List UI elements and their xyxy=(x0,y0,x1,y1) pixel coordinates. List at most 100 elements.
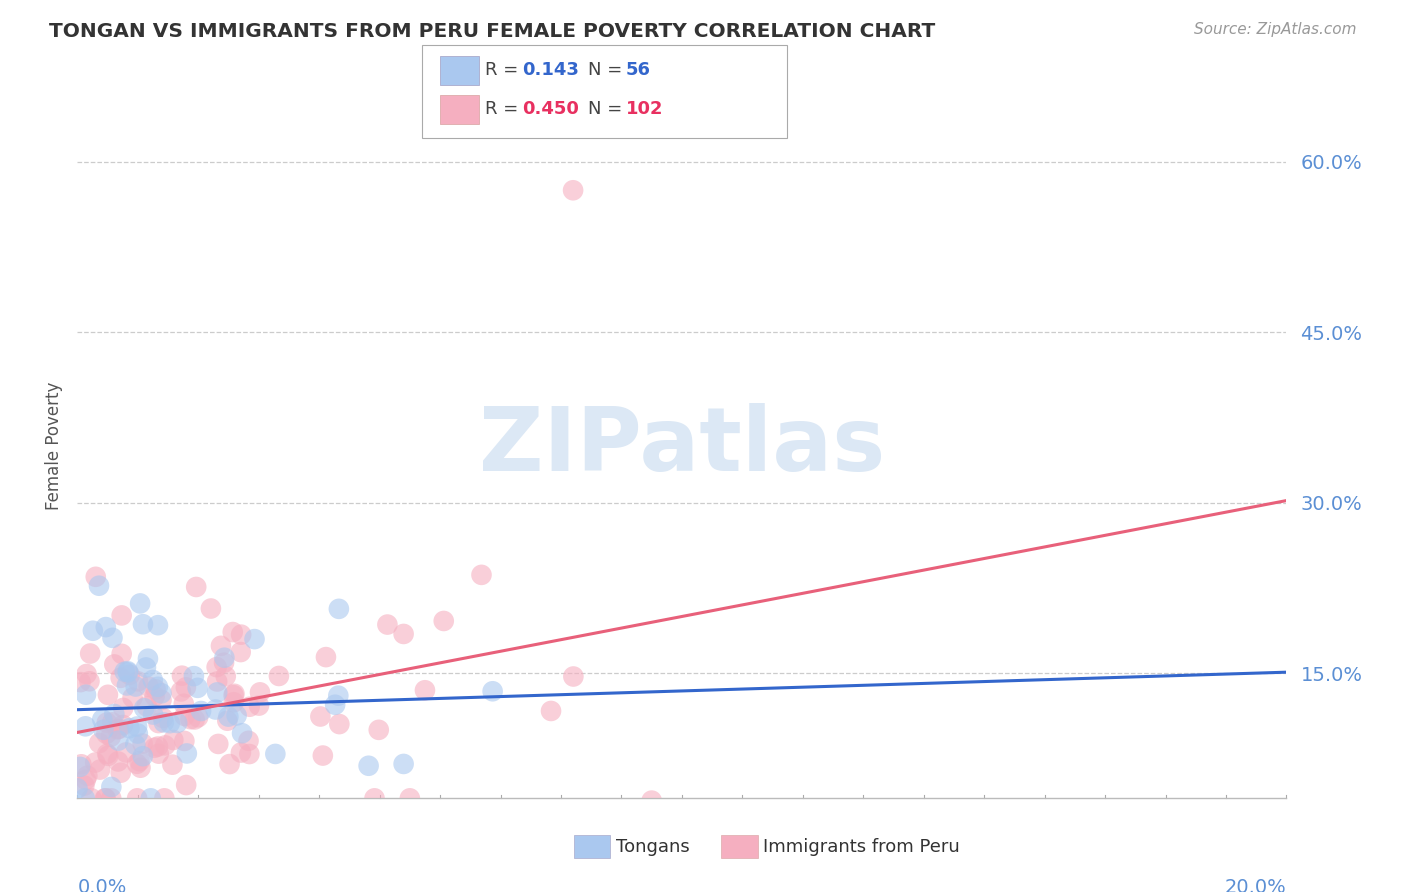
Point xyxy=(264,747,287,761)
Point xyxy=(100,791,122,805)
Point xyxy=(135,699,157,714)
Text: 56: 56 xyxy=(626,61,651,78)
Point xyxy=(309,709,332,723)
Point xyxy=(238,747,260,761)
Point xyxy=(142,707,165,722)
Point xyxy=(94,620,117,634)
Point xyxy=(69,675,91,690)
Point xyxy=(229,645,252,659)
Point xyxy=(183,669,205,683)
Text: TONGAN VS IMMIGRANTS FROM PERU FEMALE POVERTY CORRELATION CHART: TONGAN VS IMMIGRANTS FROM PERU FEMALE PO… xyxy=(49,22,935,41)
Point xyxy=(101,715,124,730)
Point xyxy=(94,791,117,805)
Point xyxy=(323,698,346,712)
Point xyxy=(328,717,350,731)
Point xyxy=(205,674,228,689)
Point xyxy=(207,737,229,751)
Point xyxy=(187,710,209,724)
Point xyxy=(214,650,236,665)
Point xyxy=(162,733,184,747)
Point xyxy=(238,734,260,748)
Point xyxy=(215,669,238,683)
Point xyxy=(229,746,252,760)
Point xyxy=(103,657,125,672)
Text: 0.143: 0.143 xyxy=(522,61,578,78)
Point xyxy=(222,695,245,709)
Point xyxy=(87,579,110,593)
Point xyxy=(155,739,177,753)
Y-axis label: Female Poverty: Female Poverty xyxy=(45,382,63,510)
Point xyxy=(166,716,188,731)
Point xyxy=(127,791,149,805)
Point xyxy=(209,639,232,653)
Point xyxy=(118,721,141,735)
Point xyxy=(218,757,240,772)
Point xyxy=(75,688,97,702)
Point xyxy=(186,580,208,594)
Point xyxy=(129,596,152,610)
Point xyxy=(127,726,149,740)
Point xyxy=(108,722,131,736)
Text: 0.0%: 0.0% xyxy=(77,878,127,892)
Point xyxy=(96,747,118,761)
Point xyxy=(128,754,150,768)
Point xyxy=(433,614,456,628)
Point xyxy=(399,791,422,805)
Point xyxy=(132,617,155,632)
Point xyxy=(225,708,247,723)
Point xyxy=(413,683,436,698)
Point xyxy=(204,702,226,716)
Point xyxy=(114,665,136,679)
Point xyxy=(103,706,125,721)
Text: 0.450: 0.450 xyxy=(522,100,578,118)
Point xyxy=(363,791,385,805)
Point xyxy=(125,719,148,733)
Point xyxy=(75,719,97,733)
Point xyxy=(73,791,96,805)
Point xyxy=(392,627,415,641)
Point xyxy=(96,727,118,741)
Point xyxy=(150,693,173,707)
Point xyxy=(249,685,271,699)
Point xyxy=(69,760,91,774)
Point xyxy=(132,749,155,764)
Point xyxy=(110,671,132,685)
Point xyxy=(205,660,228,674)
Point xyxy=(212,656,235,670)
Point xyxy=(315,650,337,665)
Point xyxy=(267,669,290,683)
Point xyxy=(174,681,197,695)
Point xyxy=(66,781,89,796)
Point xyxy=(112,718,135,732)
Point xyxy=(562,669,585,683)
Point xyxy=(139,791,162,805)
Point xyxy=(79,647,101,661)
Point xyxy=(562,183,585,197)
Point xyxy=(190,704,212,718)
Point xyxy=(243,632,266,646)
Point xyxy=(117,664,139,678)
Text: Immigrants from Peru: Immigrants from Peru xyxy=(763,838,960,855)
Point xyxy=(312,748,335,763)
Point xyxy=(131,737,153,751)
Point xyxy=(392,756,415,771)
Text: 102: 102 xyxy=(626,100,664,118)
Point xyxy=(118,668,141,682)
Point xyxy=(124,738,146,752)
Point xyxy=(148,716,170,731)
Point xyxy=(80,791,103,805)
Point xyxy=(79,674,101,689)
Point xyxy=(187,681,209,695)
Point xyxy=(93,723,115,737)
Point xyxy=(200,601,222,615)
Text: N =: N = xyxy=(588,100,627,118)
Point xyxy=(100,780,122,794)
Point xyxy=(162,757,184,772)
Text: R =: R = xyxy=(485,100,524,118)
Point xyxy=(100,730,122,744)
Point xyxy=(153,791,176,805)
Point xyxy=(94,791,117,805)
Point xyxy=(76,667,98,681)
Point xyxy=(125,756,148,771)
Point xyxy=(143,689,166,703)
